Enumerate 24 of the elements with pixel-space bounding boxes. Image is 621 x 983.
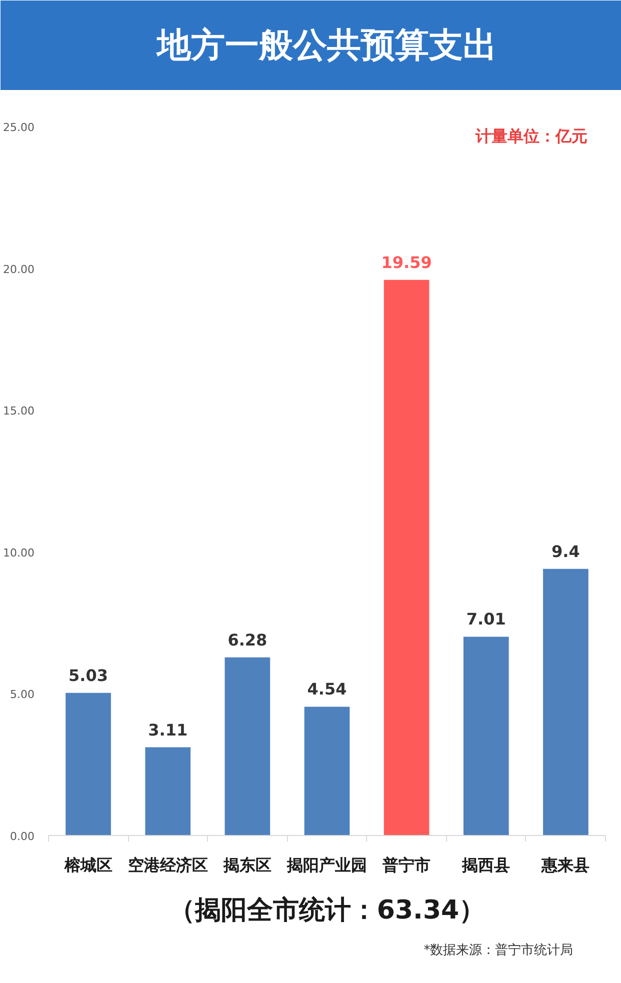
x-tick-label: 榕城区 bbox=[63, 856, 112, 874]
data-label: 7.01 bbox=[466, 610, 506, 629]
x-tick-label: 惠来县 bbox=[540, 856, 590, 874]
y-tick-label: 20.00 bbox=[3, 262, 35, 276]
y-tick-label: 5.00 bbox=[10, 688, 35, 702]
data-label: 9.4 bbox=[552, 542, 580, 561]
x-tick-label: 揭阳产业园 bbox=[286, 856, 367, 874]
data-label: 3.11 bbox=[148, 720, 188, 740]
x-tick-label: 空港经济区 bbox=[128, 856, 208, 874]
chart-title: 地方一般公共预算支出 bbox=[155, 26, 497, 66]
text: *数据来源：普宁市统计局 bbox=[424, 942, 574, 958]
x-tick-label: 揭西县 bbox=[461, 856, 510, 874]
y-tick-label: 25.00 bbox=[3, 121, 35, 134]
data-label: 5.03 bbox=[68, 666, 108, 685]
y-tick-label: 15.00 bbox=[3, 404, 35, 418]
data-label: 4.54 bbox=[307, 680, 347, 699]
x-tick-label: 普宁市 bbox=[382, 856, 431, 874]
y-tick-label: 10.00 bbox=[3, 546, 35, 560]
data-label: 6.28 bbox=[228, 630, 268, 650]
y-tick-label: 0.00 bbox=[10, 830, 35, 843]
text: （揭阳全市统计：63.34） bbox=[168, 896, 486, 926]
annotation: 计量单位：亿元 bbox=[474, 126, 588, 146]
x-tick-label: 揭东区 bbox=[222, 856, 272, 874]
data-label: 19.59 bbox=[381, 252, 432, 272]
